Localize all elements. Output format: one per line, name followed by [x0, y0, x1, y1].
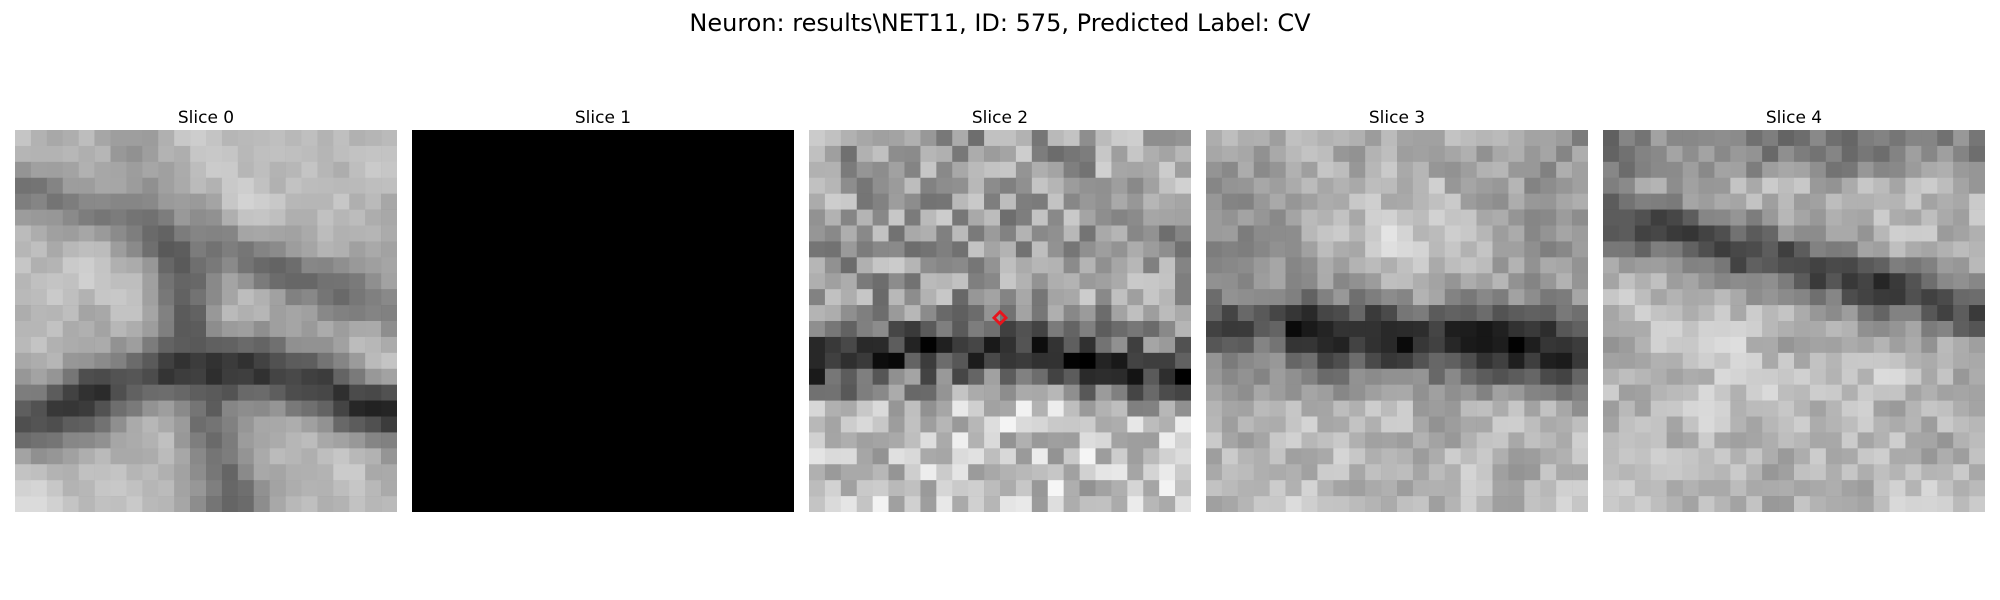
figure-title: Neuron: results\NET11, ID: 575, Predicte…	[689, 9, 1311, 37]
slice-title: Slice 2	[971, 108, 1029, 128]
slice-panel-4: Slice 4	[1603, 108, 1985, 512]
slice-image	[1603, 130, 1985, 512]
slice-title: Slice 1	[574, 108, 632, 128]
slice-image	[412, 130, 794, 512]
slice-title: Slice 0	[177, 108, 235, 128]
marker-diamond	[991, 309, 1009, 326]
blank-image	[412, 130, 794, 512]
slice-title: Slice 3	[1368, 108, 1426, 128]
slice-image	[15, 130, 397, 512]
slice-title: Slice 4	[1765, 108, 1823, 128]
slice-panel-3: Slice 3	[1206, 108, 1588, 512]
slice-panel-2: Slice 2	[809, 108, 1191, 512]
slice-image	[1206, 130, 1588, 512]
slice-panel-0: Slice 0	[15, 108, 397, 512]
slice-image	[809, 130, 1191, 512]
slice-panel-1: Slice 1	[412, 108, 794, 512]
